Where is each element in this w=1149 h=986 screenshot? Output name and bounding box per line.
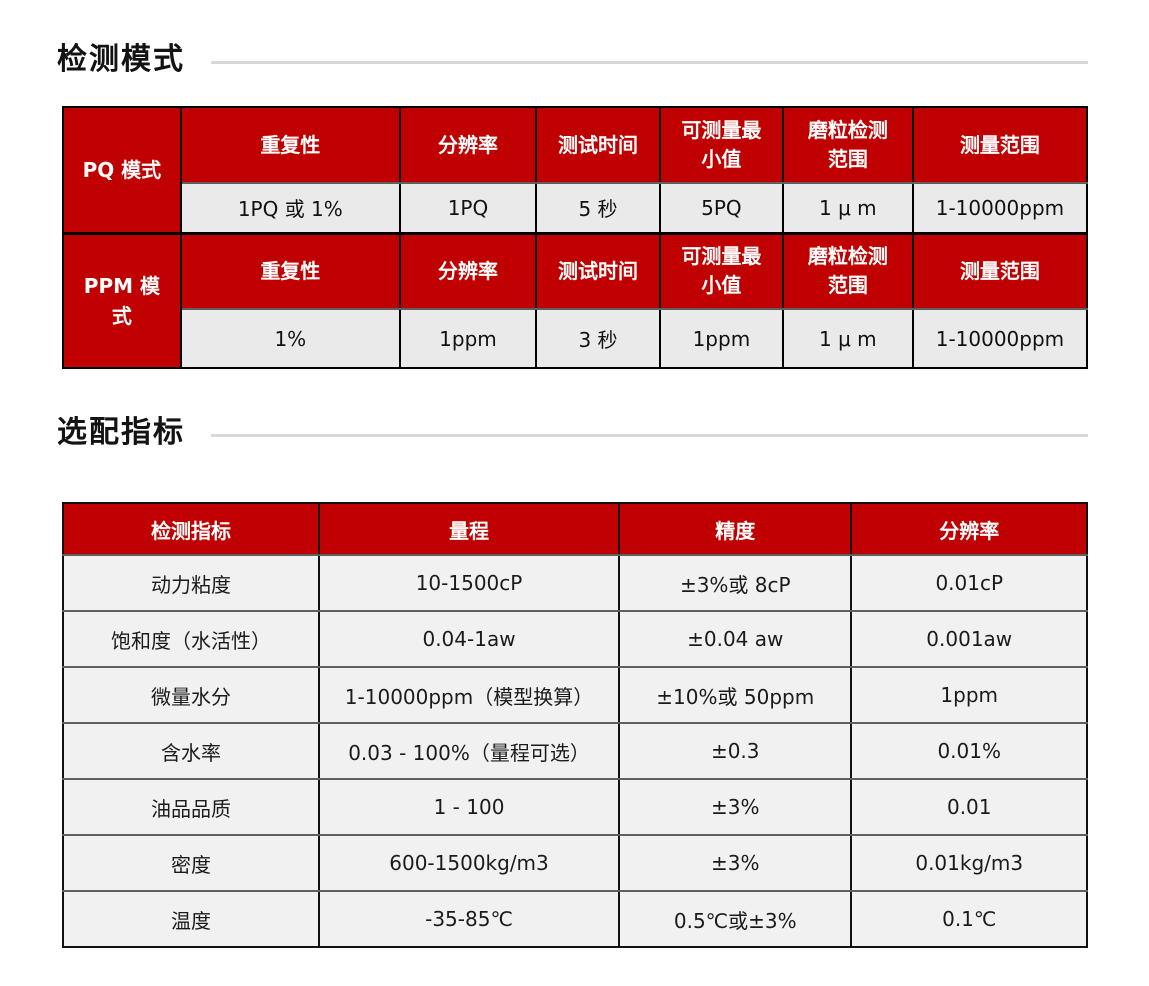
header-cell: 重复性 [179, 231, 401, 310]
accuracy-cell: ±3%或 8cP [618, 554, 853, 612]
value-cell: 1PQ [398, 182, 538, 234]
indicator-cell: 动力粘度 [62, 554, 320, 612]
section-header-optional-specs: 选配指标 [57, 413, 1088, 453]
header-cell: 可测量最 小值 [658, 231, 784, 310]
spec-row-density: 密度 600-1500kg/m3 ±3% 0.01kg/m3 [62, 834, 1088, 892]
accuracy-cell: ±10%或 50ppm [618, 666, 853, 724]
accuracy-cell: 0.5℃或±3% [618, 890, 853, 948]
range-cell: 10-1500cP [317, 554, 621, 612]
ppm-header-row: PPM 模 式 重复性 分辨率 测试时间 可测量最 小值 磨粒检测 范围 测量范… [62, 231, 1089, 369]
header-cell: 分辨率 [398, 231, 538, 310]
range-cell: 600-1500kg/m3 [317, 834, 621, 892]
title-rule-line [211, 433, 1088, 437]
indicator-cell: 密度 [62, 834, 320, 892]
resolution-cell: 0.001aw [850, 610, 1088, 668]
range-cell: 1-10000ppm（模型换算） [317, 666, 621, 724]
optional-specs-table: 检测指标 量程 精度 分辨率 动力粘度 10-1500cP ±3%或 8cP 0… [62, 502, 1088, 948]
value-cell: 1-10000ppm [911, 308, 1089, 369]
header-cell: 磨粒检测 范围 [781, 231, 914, 310]
header-cell: 测试时间 [535, 231, 661, 310]
ppm-mode-cell: PPM 模 式 [62, 231, 182, 369]
section-title-detection-modes: 检测模式 [57, 42, 185, 77]
value-cell: 3 秒 [535, 308, 661, 369]
indicator-cell: 含水率 [62, 722, 320, 780]
value-cell: 1-10000ppm [911, 182, 1089, 234]
value-cell: 1ppm [658, 308, 784, 369]
specs-header-row: 检测指标 量程 精度 分辨率 [62, 502, 1088, 556]
accuracy-cell: ±0.04 aw [618, 610, 853, 668]
header-cell: 重复性 [179, 106, 401, 184]
indicator-cell: 饱和度（水活性） [62, 610, 320, 668]
section-header-detection-modes: 检测模式 [57, 40, 1088, 80]
header-cell: 精度 [618, 502, 853, 556]
detection-mode-table: PQ 模式 重复性 分辨率 测试时间 可测量最 小值 磨粒检测 范围 测量范围 … [62, 106, 1089, 369]
resolution-cell: 0.01kg/m3 [850, 834, 1088, 892]
pq-value-row: 1PQ 或 1% 1PQ 5 秒 5PQ 1 μ m 1-10000ppm [63, 182, 1089, 234]
resolution-cell: 0.01 [850, 778, 1088, 836]
resolution-cell: 0.01cP [850, 554, 1088, 612]
section-title-optional-specs: 选配指标 [57, 415, 185, 450]
pq-header-row: PQ 模式 重复性 分辨率 测试时间 可测量最 小值 磨粒检测 范围 测量范围 [62, 106, 1089, 234]
accuracy-cell: ±0.3 [618, 722, 853, 780]
spec-row-viscosity: 动力粘度 10-1500cP ±3%或 8cP 0.01cP [62, 554, 1088, 612]
header-cell: 磨粒检测 范围 [781, 106, 914, 184]
value-cell: 1 μ m [781, 308, 914, 369]
header-cell: 测量范围 [911, 106, 1089, 184]
resolution-cell: 0.1℃ [850, 890, 1088, 948]
resolution-cell: 1ppm [850, 666, 1088, 724]
header-cell: 分辨率 [850, 502, 1088, 556]
spec-row-water-content: 含水率 0.03 - 100%（量程可选） ±0.3 0.01% [62, 722, 1088, 780]
spec-row-trace-moisture: 微量水分 1-10000ppm（模型换算） ±10%或 50ppm 1ppm [62, 666, 1088, 724]
header-cell: 量程 [317, 502, 621, 556]
pq-mode-cell: PQ 模式 [62, 106, 182, 234]
spec-row-oil-quality: 油品品质 1 - 100 ±3% 0.01 [62, 778, 1088, 836]
title-rule-line [211, 60, 1088, 64]
value-cell: 1 μ m [781, 182, 914, 234]
value-cell: 1PQ 或 1% [179, 182, 401, 234]
value-cell: 1% [179, 308, 401, 369]
value-cell: 5 秒 [535, 182, 661, 234]
ppm-value-row: 1% 1ppm 3 秒 1ppm 1 μ m 1-10000ppm [63, 308, 1089, 369]
accuracy-cell: ±3% [618, 778, 853, 836]
header-cell: 可测量最 小值 [658, 106, 784, 184]
indicator-cell: 温度 [62, 890, 320, 948]
value-cell: 1ppm [398, 308, 538, 369]
value-cell: 5PQ [658, 182, 784, 234]
range-cell: 0.04-1aw [317, 610, 621, 668]
header-cell: 测试时间 [535, 106, 661, 184]
indicator-cell: 油品品质 [62, 778, 320, 836]
header-cell: 测量范围 [911, 231, 1089, 310]
range-cell: -35-85℃ [317, 890, 621, 948]
spec-row-saturation: 饱和度（水活性） 0.04-1aw ±0.04 aw 0.001aw [62, 610, 1088, 668]
range-cell: 1 - 100 [317, 778, 621, 836]
range-cell: 0.03 - 100%（量程可选） [317, 722, 621, 780]
spec-row-temperature: 温度 -35-85℃ 0.5℃或±3% 0.1℃ [62, 890, 1088, 948]
header-cell: 检测指标 [62, 502, 320, 556]
indicator-cell: 微量水分 [62, 666, 320, 724]
spec-page: 检测模式 PQ 模式 重复性 分辨率 测试时间 可测量最 小值 磨粒检测 范围 … [57, 40, 1089, 948]
resolution-cell: 0.01% [850, 722, 1088, 780]
accuracy-cell: ±3% [618, 834, 853, 892]
header-cell: 分辨率 [398, 106, 538, 184]
